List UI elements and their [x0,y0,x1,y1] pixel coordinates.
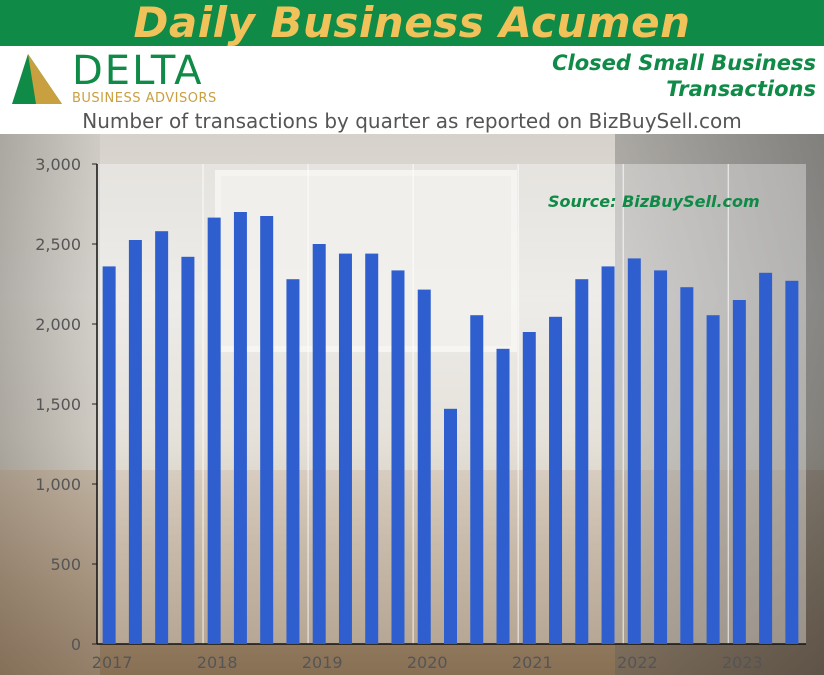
bar [680,287,694,644]
bar [601,266,615,644]
bar [627,258,641,644]
logo-wordmark: DELTA [72,48,204,94]
bar [785,280,799,644]
chart-headline: Closed Small Business Transactions [456,50,816,102]
bar [102,266,116,644]
bar [417,289,431,644]
bar [706,315,720,644]
y-tick-label: 1,000 [35,475,81,494]
headline-line-1: Closed Small Business [552,51,816,75]
bar [155,231,169,644]
bar [470,315,484,644]
bar [312,244,326,644]
bar [391,270,405,644]
bar [260,216,274,644]
bar [207,217,221,644]
y-tick-label: 500 [50,555,81,574]
bar [444,408,457,644]
top-banner [0,0,824,46]
bar [575,279,589,644]
delta-logo: DELTA BUSINESS ADVISORS [8,50,238,108]
bar [759,272,773,644]
headline-line-2: Transactions [666,77,816,101]
bar [338,253,352,644]
source-annotation: Source: BizBuySell.com [548,192,760,211]
x-tick-label: 2022 [617,653,658,672]
logo-tagline: BUSINESS ADVISORS [72,91,217,106]
x-tick-label: 2023 [722,653,763,672]
bar [549,316,563,644]
bar [496,348,510,644]
chart-subtitle: Number of transactions by quarter as rep… [82,109,742,133]
banner-title: Daily Business Acumen [133,0,691,47]
delta-triangle-icon [12,54,62,104]
bar [286,279,300,644]
bar-chart: 0 500 1,000 1,500 2,000 2,500 3,000 2017 2018 201… [35,155,806,672]
y-tick-label: 1,500 [35,395,81,414]
bar [181,256,195,644]
bar [654,270,668,644]
x-tick-label: 2019 [302,653,343,672]
x-tick-label: 2021 [512,653,553,672]
bar [128,240,142,644]
bar [732,300,746,644]
y-tick-label: 2,000 [35,315,81,334]
bar [233,212,247,644]
bar [365,253,379,644]
y-tick-label: 3,000 [35,155,81,174]
x-tick-label: 2020 [407,653,448,672]
y-tick-label: 0 [71,635,81,654]
x-tick-label: 2018 [197,653,238,672]
y-tick-label: 2,500 [35,235,81,254]
x-tick-label: 2017 [92,653,133,672]
bar [522,332,536,644]
